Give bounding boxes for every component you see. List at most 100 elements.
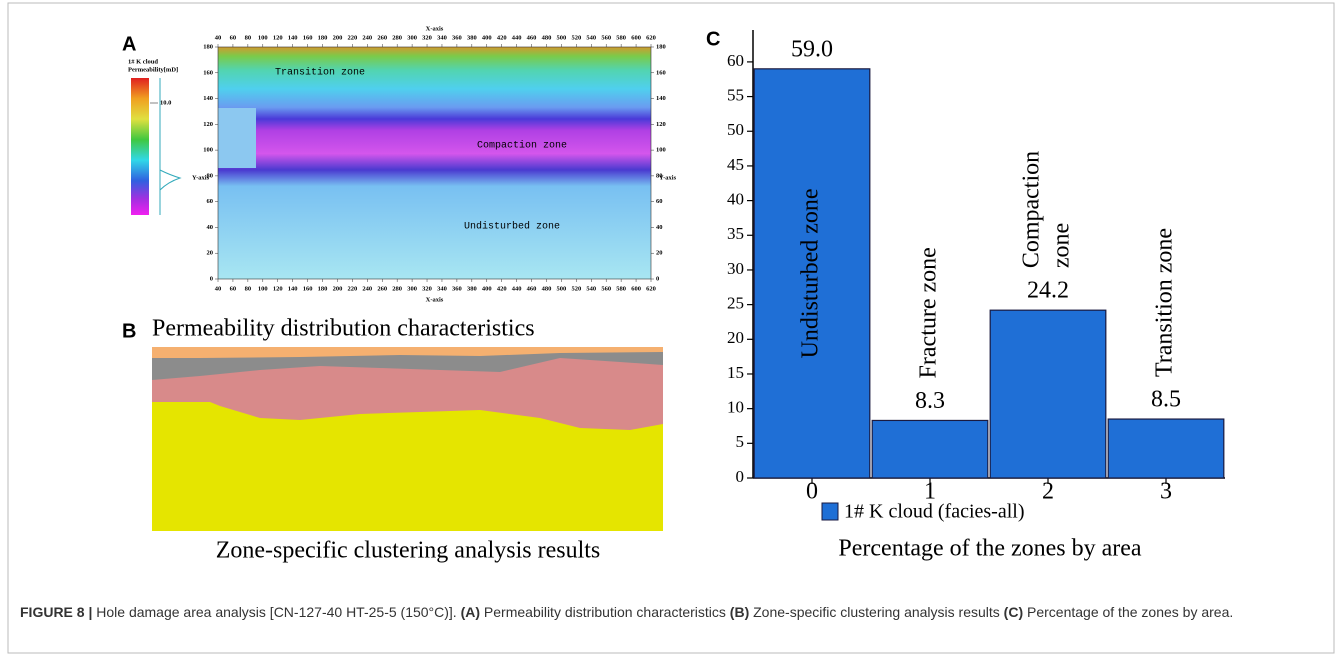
y-tick-label: 180: [656, 43, 666, 50]
value-label: 8.3: [915, 388, 945, 414]
histogram-curve: [159, 78, 182, 215]
y-tick-label: 140: [203, 95, 213, 102]
x-tick-label: 280: [392, 285, 402, 292]
bar-label: Compaction: [1019, 151, 1045, 268]
x-tick-label: 520: [571, 34, 581, 41]
x-tick-label: 420: [497, 34, 507, 41]
y-tick-label: 0: [656, 275, 659, 282]
x-tick-label: 460: [527, 34, 537, 41]
x-tick-label: 80: [245, 34, 252, 41]
legend-label: 1# K cloud (facies-all): [844, 501, 1024, 523]
frame: [7, 2, 1335, 654]
plot-frame: [217, 46, 652, 280]
x-tick-label: 320: [422, 34, 432, 41]
x-tick-label: 600: [631, 285, 641, 292]
y-tick-label: 60: [727, 51, 744, 70]
x-tick-label: 40: [215, 34, 222, 41]
x-tick-label: 1: [924, 479, 936, 505]
bar-label: Fracture zone: [916, 247, 942, 378]
x-tick-label: 300: [407, 34, 417, 41]
x-tick-label: 380: [467, 285, 477, 292]
annotation: Transition zone: [275, 67, 365, 79]
x-tick-label: 520: [571, 285, 581, 292]
x-tick-label: 480: [542, 34, 552, 41]
y-tick-label: 140: [656, 95, 666, 102]
legend-swatch: [821, 502, 839, 521]
colorbar-label: Permeability[mD]: [128, 66, 178, 73]
panel-caption: Permeability distribution characteristic…: [152, 316, 535, 342]
x-tick-label: 0: [806, 479, 818, 505]
x-axis-label: X-axis: [426, 296, 444, 303]
annotation: Undisturbed zone: [464, 221, 560, 233]
caption-part: FIGURE 8 |: [20, 604, 97, 620]
y-tick-label: 5: [736, 432, 745, 451]
x-axis-label: Percentage of the zones by area: [838, 536, 1142, 562]
x-tick-label: 220: [348, 285, 358, 292]
x-tick-label: 340: [437, 285, 447, 292]
value-label: 24.2: [1027, 278, 1069, 304]
y-tick-label: 60: [207, 198, 214, 205]
y-tick-label: 20: [656, 250, 663, 257]
x-tick-label: 100: [258, 34, 268, 41]
panel-caption: Zone-specific clustering analysis result…: [216, 538, 601, 564]
x-tick-label: 440: [512, 34, 522, 41]
x-tick-label: 260: [377, 285, 387, 292]
y-tick-label: 40: [207, 224, 214, 231]
x-tick-label: 200: [333, 34, 343, 41]
x-tick-label: 200: [333, 285, 343, 292]
x-tick-label: 500: [557, 285, 567, 292]
x-tick-label: 100: [258, 285, 268, 292]
x-tick-label: 240: [362, 285, 372, 292]
y-tick-label: 55: [727, 85, 744, 104]
x-tick-label: 480: [542, 285, 552, 292]
bar-label: zone: [1049, 223, 1075, 268]
y-tick-label: 15: [727, 363, 744, 382]
value-label: 8.5: [1151, 387, 1181, 413]
y-tick-label: 50: [727, 120, 744, 139]
y-tick-label: 100: [203, 147, 213, 154]
x-tick-label: 260: [377, 34, 387, 41]
x-tick-label: 360: [452, 285, 462, 292]
x-tick-label: 280: [392, 34, 402, 41]
y-tick-label: 60: [656, 198, 663, 205]
x-tick-label: 580: [616, 285, 626, 292]
bar: [753, 68, 871, 479]
x-tick-label: 220: [348, 34, 358, 41]
y-tick-label: 20: [207, 250, 214, 257]
y-tick-label: 120: [656, 121, 666, 128]
x-tick-label: 300: [407, 285, 417, 292]
y-tick-label: 100: [656, 147, 666, 154]
y-tick-label: 45: [727, 155, 744, 174]
bar-label: Transition zone: [1152, 228, 1178, 377]
x-tick-label: 160: [303, 34, 313, 41]
x-tick-label: 380: [467, 34, 477, 41]
x-tick-label: 60: [230, 34, 237, 41]
x-axis-label: X-axis: [426, 25, 444, 32]
x-tick-label: 160: [303, 285, 313, 292]
x-tick-label: 240: [362, 34, 372, 41]
caption-part: (C): [1003, 604, 1024, 620]
y-tick-label: 20: [727, 328, 744, 347]
x-tick-label: 360: [452, 34, 462, 41]
x-tick-label: 400: [482, 285, 492, 292]
bar: [871, 419, 989, 479]
bar: [1107, 418, 1225, 479]
annotation: Compaction zone: [477, 140, 567, 152]
colorbar-label: 1# K cloud: [128, 58, 158, 65]
x-tick-label: 620: [646, 34, 656, 41]
y-axis-label: Y-axis: [192, 174, 210, 181]
x-tick-label: 460: [527, 285, 537, 292]
caption-part: Hole damage area analysis [CN-127-40 HT-…: [96, 604, 461, 620]
x-tick-label: 500: [557, 34, 567, 41]
x-tick-label: 3: [1160, 479, 1172, 505]
caption-part: (A): [460, 604, 481, 620]
colorbar: [131, 78, 149, 215]
y-tick-label: 25: [727, 294, 744, 313]
colorbar-tick-label: 10.0: [160, 99, 171, 106]
panel-label: C: [706, 28, 720, 50]
value-label: 59.0: [791, 36, 833, 62]
x-tick-label: 40: [215, 285, 222, 292]
x-tick-label: 540: [586, 285, 596, 292]
x-tick-label: 600: [631, 34, 641, 41]
